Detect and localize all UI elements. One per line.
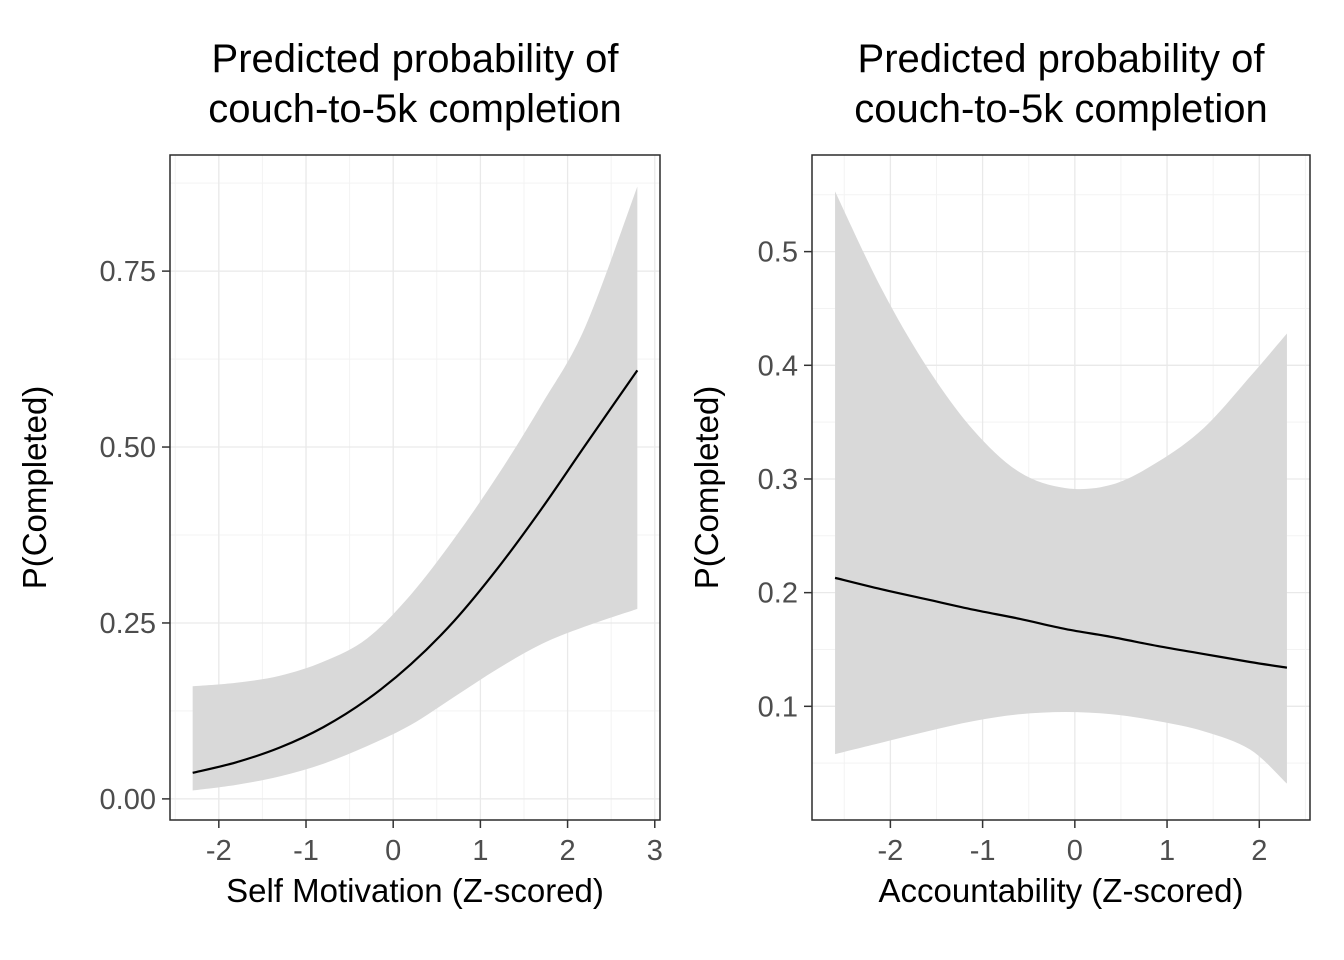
plot-title-line: couch-to-5k completion [208,87,622,131]
panel-border [169,154,661,821]
x-tick-label: -2 [877,835,903,867]
y-tick-label: 0.50 [100,432,156,464]
plot-title-line: couch-to-5k completion [854,87,1268,131]
y-tick-label: 0.1 [758,691,798,723]
plot-title: Predicted probability of couch-to-5k comp… [854,37,1268,131]
plot-title-line: Predicted probability of [212,37,620,81]
y-tick-label: 0.2 [758,578,798,610]
panel-border [811,154,1311,821]
y-tick-label: 0.3 [758,464,798,496]
x-axis: -2 -1 0 1 2 3 [206,820,663,867]
self-motivation-plot-svg: -2 -1 0 1 2 3 0.00 0.25 0.50 0.75 Self Motivation … [16,37,663,909]
x-tick-label: 2 [560,835,576,867]
trend-line [834,576,1288,669]
y-axis-title: P(Completed) [16,386,53,590]
y-tick-label: 0.5 [758,237,798,269]
chart-self-motivation: -2 -1 0 1 2 3 0.00 0.25 0.50 0.75 Self Motivation … [16,37,663,909]
x-tick-label: 0 [1067,835,1083,867]
confidence-ribbon [835,191,1287,784]
y-tick-label: 0.75 [100,256,156,288]
plot-title: Predicted probability of couch-to-5k comp… [208,37,622,131]
x-tick-label: -2 [206,835,232,867]
x-axis-title: Accountability (Z-scored) [879,872,1244,909]
confidence-ribbon [192,186,638,791]
plot-title-line: Predicted probability of [858,37,1266,81]
y-axis: 0.00 0.25 0.50 0.75 [100,256,170,816]
x-axis-title: Self Motivation (Z-scored) [226,872,604,909]
x-axis: -2 -1 0 1 2 [877,820,1267,867]
x-tick-label: 1 [472,835,488,867]
x-tick-label: -1 [970,835,996,867]
x-tick-label: 0 [385,835,401,867]
y-tick-label: 0.00 [100,784,156,816]
trend-line [192,369,639,774]
y-tick-label: 0.4 [758,350,798,382]
x-tick-label: 2 [1251,835,1267,867]
x-tick-label: 1 [1159,835,1175,867]
x-tick-label: 3 [647,835,663,867]
y-axis: 0.1 0.2 0.3 0.4 0.5 [758,237,812,723]
y-tick-label: 0.25 [100,608,156,640]
chart-accountability: -2 -1 0 1 2 0.1 0.2 0.3 0.4 0.5 Accountability (Z-… [672,0,1344,960]
x-tick-label: -1 [293,835,319,867]
accountability-plot-svg: -2 -1 0 1 2 0.1 0.2 0.3 0.4 0.5 Accountability (Z-… [688,37,1311,909]
y-axis-title: P(Completed) [688,386,725,590]
